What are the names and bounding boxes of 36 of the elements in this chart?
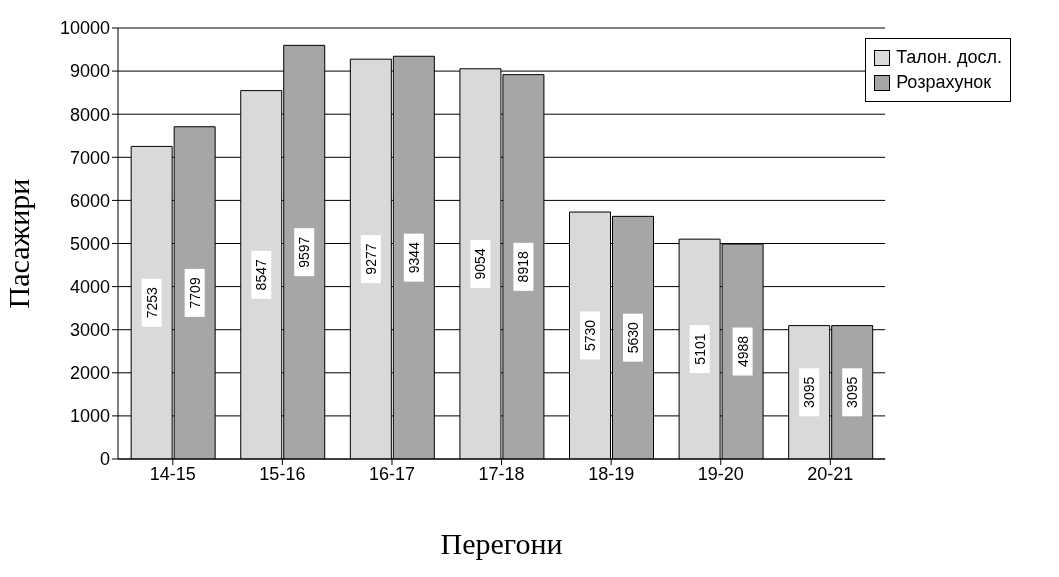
data-label: 3095 <box>844 376 861 408</box>
x-tick-label: 19-20 <box>697 463 744 484</box>
data-label: 9344 <box>405 241 422 274</box>
data-label: 5730 <box>582 319 599 352</box>
y-tick-label: 7000 <box>69 147 110 168</box>
y-tick-label: 6000 <box>69 190 110 211</box>
y-tick-label: 1000 <box>69 406 110 427</box>
data-label: 4988 <box>734 335 751 368</box>
data-label: 7253 <box>143 286 160 319</box>
x-tick-label: 14-15 <box>149 463 196 484</box>
y-tick-label: 4000 <box>69 276 110 297</box>
data-label: 5630 <box>625 321 642 354</box>
y-tick-label: 2000 <box>69 363 110 384</box>
data-label: 9597 <box>296 236 313 268</box>
data-label: 9054 <box>472 248 489 280</box>
y-tick-label: 0 <box>99 449 110 470</box>
y-tick-label: 10000 <box>59 18 110 39</box>
x-tick-label: 18-19 <box>588 463 635 484</box>
x-tick-label: 16-17 <box>368 463 415 484</box>
data-label: 9277 <box>362 243 379 275</box>
y-tick-label: 5000 <box>69 233 110 254</box>
y-tick-label: 9000 <box>69 61 110 82</box>
data-label: 5101 <box>691 333 708 365</box>
x-tick-label: 15-16 <box>259 463 306 484</box>
y-tick-label: 8000 <box>69 104 110 125</box>
y-axis-title: Пасажири <box>1 178 35 309</box>
legend-label: Розрахунок <box>896 72 992 93</box>
y-tick-label: 3000 <box>69 320 110 341</box>
data-label: 3095 <box>801 376 818 408</box>
data-label: 7709 <box>186 277 203 309</box>
x-tick-label: 17-18 <box>478 463 525 484</box>
legend-label: Талон. досл. <box>896 47 1002 68</box>
x-axis-title: Перегони <box>440 527 563 560</box>
x-tick-label: 20-21 <box>807 463 854 484</box>
data-label: 8918 <box>515 251 532 283</box>
data-label: 8547 <box>253 259 270 291</box>
